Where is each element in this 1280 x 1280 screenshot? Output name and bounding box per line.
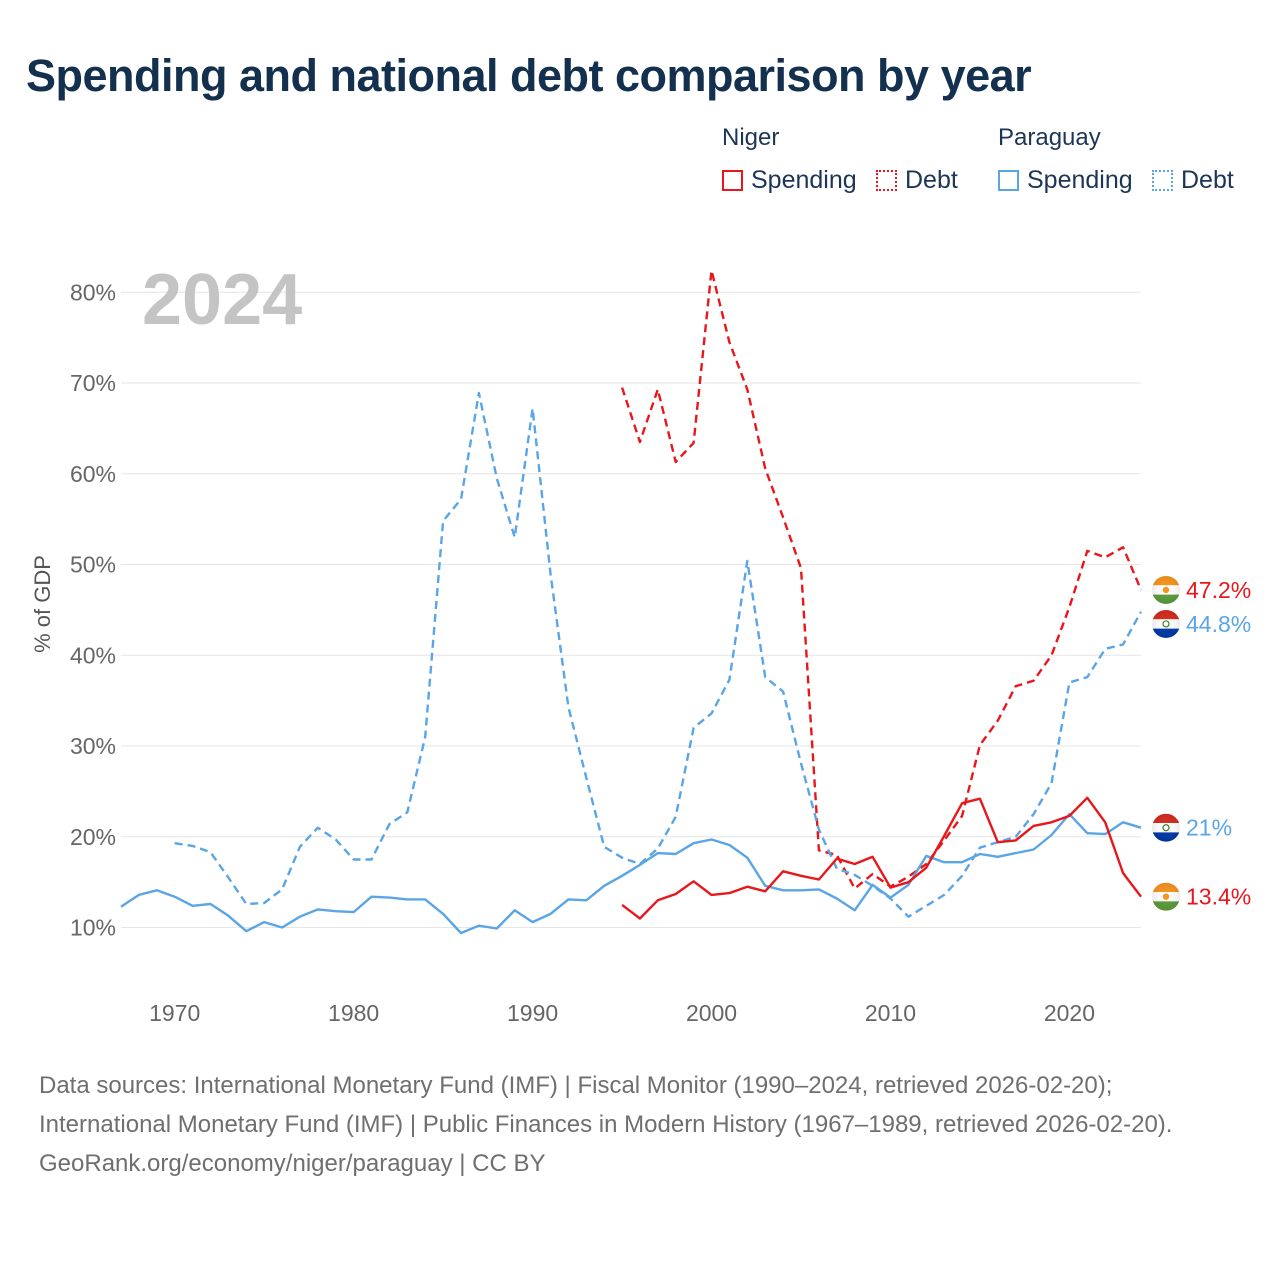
endpoint-paraguay-debt[interactable]: 44.8% <box>1152 609 1251 638</box>
y-tick-label: 50% <box>70 552 116 578</box>
data-sources: Data sources: International Monetary Fun… <box>39 1072 1173 1138</box>
legend-label: Debt <box>905 166 958 194</box>
legend-label: Spending <box>751 166 857 194</box>
legend-swatch-solid-blue <box>998 170 1019 191</box>
x-tick-label: 2010 <box>865 1000 916 1026</box>
endpoint-value-label: 21% <box>1186 815 1232 841</box>
y-tick-label: 20% <box>70 824 116 850</box>
legend-swatch-solid-red <box>722 170 743 191</box>
legend-label: Spending <box>1027 166 1133 194</box>
chart-title: Spending and national debt comparison by… <box>26 50 1032 101</box>
endpoint-value-label: 13.4% <box>1186 884 1251 910</box>
y-tick-label: 70% <box>70 370 116 396</box>
legend-swatch-dotted-blue <box>1152 170 1173 191</box>
legend-group-paraguay: Paraguay <box>998 124 1101 151</box>
endpoint-value-label: 44.8% <box>1186 611 1251 637</box>
endpoint-value-label: 47.2% <box>1186 577 1251 603</box>
credit-link[interactable]: GeoRank.org/economy/niger/paraguay | CC … <box>39 1150 546 1177</box>
legend-swatch-dotted-red <box>876 170 897 191</box>
y-tick-label: 80% <box>70 279 116 305</box>
footer: Data sources: International Monetary Fun… <box>39 1066 1239 1183</box>
legend-niger-spending[interactable]: Spending <box>722 166 857 195</box>
legend-paraguay-debt[interactable]: Debt <box>1152 166 1234 195</box>
endpoint-niger-debt[interactable]: 47.2% <box>1152 575 1251 604</box>
series-line-niger-debt[interactable] <box>620 269 1143 890</box>
series-line-paraguay-debt[interactable] <box>174 391 1143 918</box>
legend-paraguay-spending[interactable]: Spending <box>998 166 1133 195</box>
line-chart: 10% 20% 30% 40% 50% 60% 70% 80% 1970 1980 1990 2000… <box>30 260 1251 1026</box>
x-tick-label: 1980 <box>328 1000 379 1026</box>
x-tick-label: 2000 <box>686 1000 737 1026</box>
y-tick-label: 60% <box>70 461 116 487</box>
year-watermark: 2024 <box>142 260 302 340</box>
x-tick-label: 1990 <box>507 1000 558 1026</box>
y-tick-label: 30% <box>70 733 116 759</box>
x-tick-label: 2020 <box>1044 1000 1095 1026</box>
y-tick-label: 40% <box>70 642 116 668</box>
y-tick-label: 10% <box>70 915 116 941</box>
legend-niger-debt[interactable]: Debt <box>876 166 958 195</box>
series-line-paraguay-spending[interactable] <box>120 812 1142 935</box>
legend-label: Debt <box>1181 166 1234 194</box>
endpoint-niger-spending[interactable]: 13.4% <box>1152 882 1251 911</box>
legend-group-niger: Niger <box>722 124 780 151</box>
x-tick-label: 1970 <box>149 1000 200 1026</box>
series-line-niger-spending[interactable] <box>621 796 1142 920</box>
y-axis-label: % of GDP <box>30 555 55 653</box>
endpoint-paraguay-spending[interactable]: 21% <box>1152 813 1232 842</box>
